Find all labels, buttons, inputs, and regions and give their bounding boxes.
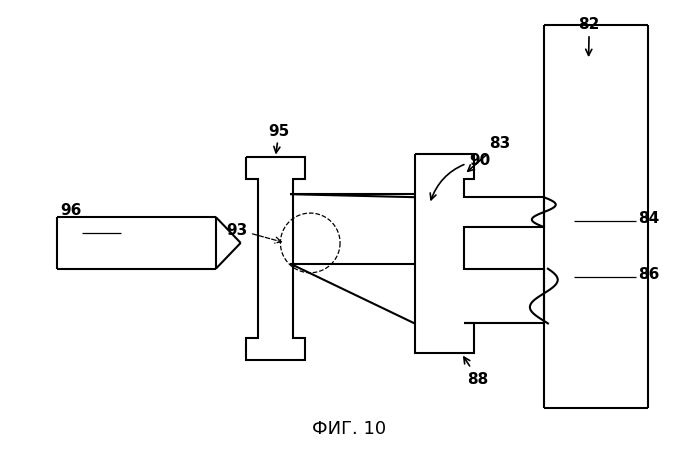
Text: 86: 86 — [638, 267, 660, 282]
Text: 93: 93 — [226, 222, 282, 243]
Text: 82: 82 — [579, 17, 600, 56]
Text: 90: 90 — [430, 153, 491, 200]
Text: 96: 96 — [60, 202, 81, 217]
Text: 95: 95 — [268, 123, 290, 153]
Text: 83: 83 — [468, 136, 510, 172]
Text: 84: 84 — [638, 210, 659, 225]
Text: ФИГ. 10: ФИГ. 10 — [312, 419, 387, 437]
Text: 88: 88 — [464, 357, 489, 386]
